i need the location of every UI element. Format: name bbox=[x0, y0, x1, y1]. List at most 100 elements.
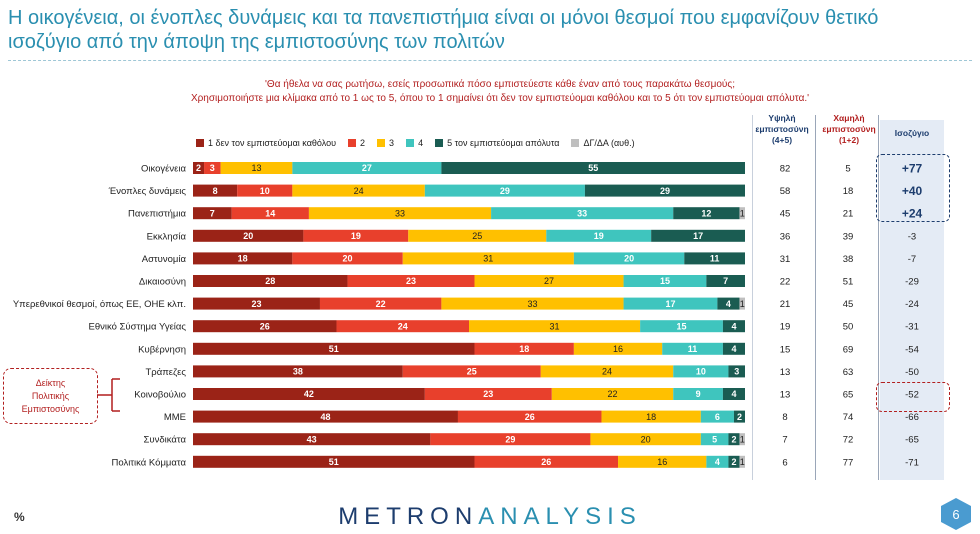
chart-legend: 1 δεν τον εμπιστεύομαι καθόλου 2 3 4 5 τον ε… bbox=[196, 138, 647, 149]
bar-segment bbox=[739, 297, 745, 310]
bar-value-label: 29 bbox=[500, 186, 510, 196]
column-divider bbox=[752, 115, 753, 480]
bar-segment bbox=[220, 162, 293, 174]
bar-value-label: 18 bbox=[646, 412, 656, 422]
bar-value-label: 33 bbox=[395, 208, 405, 218]
bar-value-label: 2 bbox=[731, 457, 736, 467]
category-label: Τράπεζες bbox=[146, 367, 187, 378]
category-label: Εκκλησία bbox=[147, 231, 187, 242]
bar-segment bbox=[193, 388, 425, 400]
category-label: Συνδικάτα bbox=[144, 435, 187, 446]
category-label: Δικαιοσύνη bbox=[139, 277, 186, 288]
bar-segment bbox=[739, 433, 745, 446]
header-low-line: (1+2) bbox=[838, 135, 860, 145]
bar-segment bbox=[457, 410, 602, 423]
bar-value-label: 10 bbox=[696, 367, 706, 377]
bar-value-label: 19 bbox=[594, 231, 604, 241]
category-label: Υπερεθνικοί θεσμοί, όπως ΕΕ, ΟΗΕ κλπ. bbox=[13, 299, 186, 310]
survey-question-line: Χρησιμοποιήστε μια κλίμακα από το 1 ως τ… bbox=[190, 93, 810, 104]
bar-value-label: 20 bbox=[641, 434, 651, 444]
bar-value-label: 16 bbox=[613, 344, 623, 354]
balance-value: -71 bbox=[905, 457, 919, 468]
bar-segment bbox=[237, 184, 293, 197]
bar-value-label: 33 bbox=[527, 299, 537, 309]
header-high-line: (4+5) bbox=[771, 135, 793, 145]
bar-value-label: 1 bbox=[740, 299, 745, 309]
bar-segment bbox=[546, 229, 652, 242]
low-trust-value: 21 bbox=[843, 209, 854, 220]
bar-value-label: 51 bbox=[329, 344, 339, 354]
bar-segment bbox=[590, 433, 701, 446]
legend-swatch bbox=[435, 139, 444, 147]
bar-segment bbox=[193, 184, 238, 197]
bar-segment bbox=[673, 365, 729, 378]
legend-label: 5 τον εμπιστεύομαι απόλυτα bbox=[447, 138, 560, 148]
bar-segment bbox=[700, 410, 734, 423]
legend-label: 4 bbox=[418, 138, 424, 148]
bar-value-label: 31 bbox=[483, 254, 493, 264]
slide-title-line: Η οικογένεια, οι ένοπλες δυνάμεις και τα… bbox=[8, 7, 879, 29]
bar-value-label: 26 bbox=[260, 321, 270, 331]
bar-value-label: 24 bbox=[354, 186, 364, 196]
bar-segment bbox=[651, 229, 745, 242]
bar-value-label: 38 bbox=[293, 367, 303, 377]
bar-segment bbox=[474, 455, 619, 468]
bar-segment bbox=[728, 455, 740, 468]
bar-segment bbox=[441, 297, 624, 310]
bar-segment bbox=[491, 207, 674, 220]
bar-value-label: 4 bbox=[731, 389, 736, 399]
bar-segment bbox=[728, 365, 745, 378]
category-label: Κοινοβούλιο bbox=[134, 390, 186, 401]
logo-part-1: METRON bbox=[338, 503, 479, 530]
bar-segment bbox=[700, 433, 729, 446]
bar-value-label: 26 bbox=[541, 457, 551, 467]
category-label: Κυβέρνηση bbox=[138, 344, 186, 355]
high-trust-value: 82 bbox=[780, 164, 791, 175]
bar-segment bbox=[292, 184, 425, 197]
bar-value-label: 16 bbox=[657, 457, 667, 467]
bar-value-label: 18 bbox=[519, 344, 529, 354]
high-trust-value: 8 bbox=[782, 412, 787, 423]
bar-value-label: 3 bbox=[734, 367, 739, 377]
low-trust-value: 18 bbox=[843, 186, 854, 197]
bar-value-label: 2 bbox=[196, 163, 201, 173]
column-divider bbox=[815, 115, 816, 480]
bar-value-label: 3 bbox=[210, 163, 215, 173]
bar-segment bbox=[193, 410, 458, 423]
high-trust-value: 19 bbox=[780, 322, 791, 333]
bar-value-label: 2 bbox=[737, 412, 742, 422]
bar-value-label: 43 bbox=[307, 434, 317, 444]
bar-value-label: 1 bbox=[740, 457, 745, 467]
low-trust-value: 72 bbox=[843, 435, 854, 446]
bar-segment bbox=[474, 342, 574, 355]
bar-value-label: 29 bbox=[505, 434, 515, 444]
bar-segment bbox=[336, 320, 469, 333]
positive-balance-highlight bbox=[876, 154, 950, 222]
low-trust-value: 45 bbox=[843, 299, 854, 310]
bar-segment bbox=[402, 365, 541, 378]
bar-segment bbox=[474, 275, 624, 287]
high-trust-value: 13 bbox=[780, 390, 791, 401]
bar-value-label: 5 bbox=[712, 434, 717, 444]
bar-value-label: 7 bbox=[210, 208, 215, 218]
header-low-line: Χαμηλή bbox=[833, 113, 865, 123]
metron-analysis-logo: METRONANALYSIS bbox=[0, 503, 980, 531]
high-trust-value: 58 bbox=[780, 186, 791, 197]
low-trust-value: 77 bbox=[843, 457, 854, 468]
bar-segment bbox=[193, 342, 475, 355]
bar-value-label: 55 bbox=[588, 163, 598, 173]
bar-segment bbox=[231, 207, 309, 220]
balance-value: -3 bbox=[908, 231, 916, 242]
high-trust-value: 31 bbox=[780, 254, 791, 265]
bar-value-label: 11 bbox=[710, 254, 720, 264]
bar-segment bbox=[204, 162, 221, 174]
high-trust-value: 6 bbox=[782, 457, 787, 468]
callout-line: Πολιτικής bbox=[31, 390, 70, 401]
bar-segment bbox=[722, 388, 745, 400]
bar-segment bbox=[722, 320, 745, 333]
bar-segment bbox=[684, 252, 745, 265]
bar-value-label: 15 bbox=[677, 321, 687, 331]
bar-value-label: 22 bbox=[608, 389, 618, 399]
bar-segment bbox=[733, 410, 745, 423]
header-low-trust: Χαμηλή εμπιστοσύνη (1+2) bbox=[818, 113, 880, 146]
